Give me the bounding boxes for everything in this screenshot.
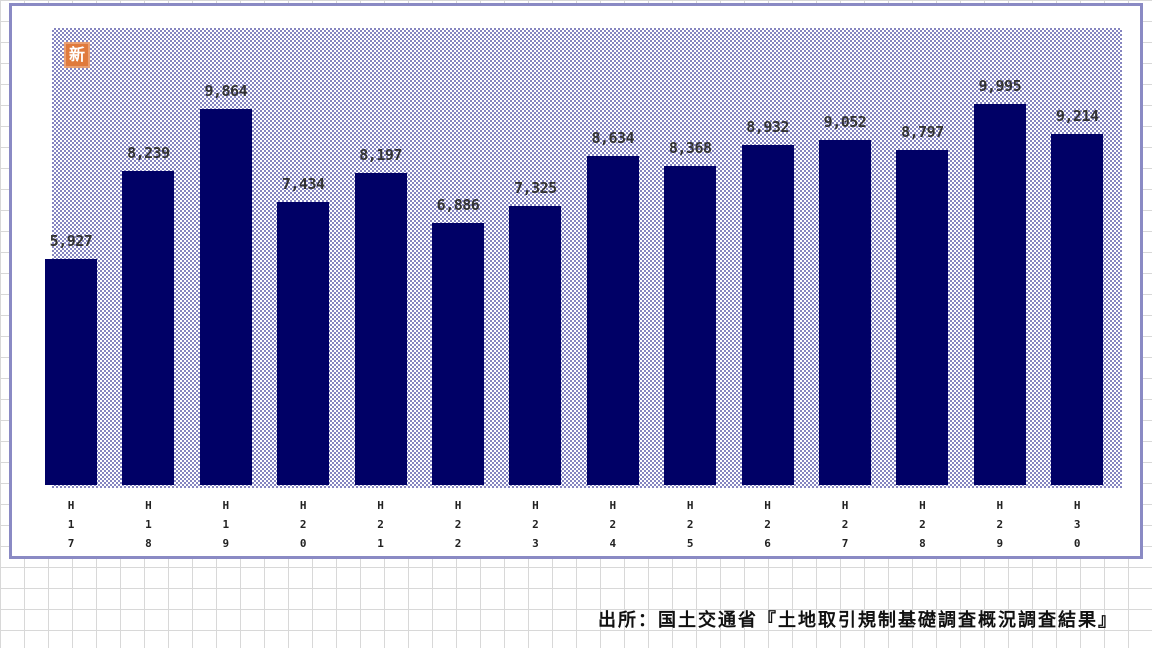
data-label: 8,197: [359, 145, 402, 164]
bar-H30: [1051, 134, 1104, 485]
data-label: 9,995: [978, 77, 1022, 96]
bar-H24: [586, 156, 639, 485]
data-label: 9,052: [823, 113, 867, 132]
data-label: 5,927: [49, 232, 93, 251]
bar-H27: [819, 140, 871, 485]
source-note: 出所：国土交通省『土地取引規制基礎調査概況調査結果』: [598, 610, 1118, 631]
bar-H29: [973, 104, 1026, 485]
bar-H20: [277, 201, 330, 485]
data-label: 8,932: [746, 117, 789, 136]
bar-H28: [896, 149, 949, 485]
bar-H21: [354, 172, 407, 485]
bar-H19: [199, 109, 252, 485]
bar-H26: [741, 144, 794, 485]
bar-H25: [664, 166, 717, 485]
data-label: 8,634: [591, 129, 635, 148]
bar-H18: [122, 171, 175, 485]
data-label: 8,368: [668, 139, 712, 158]
bar-H23: [509, 206, 562, 485]
bar-H22: [432, 222, 484, 485]
data-label: 7,325: [514, 179, 557, 198]
bar-H17: [45, 259, 97, 485]
data-label: 8,797: [901, 122, 944, 141]
new-badge: 新: [64, 42, 90, 68]
data-label: 6,886: [436, 195, 480, 214]
data-label: 8,239: [127, 144, 170, 163]
data-label: 7,434: [281, 174, 325, 193]
data-label: 9,214: [1055, 107, 1099, 126]
data-label: 9,864: [204, 82, 248, 101]
chart-frame: 新 5,927 H 1 7 8,239 H 1 8 9,864 H 1 9 7,434 H 2 0 8,197 H…: [9, 3, 1143, 559]
